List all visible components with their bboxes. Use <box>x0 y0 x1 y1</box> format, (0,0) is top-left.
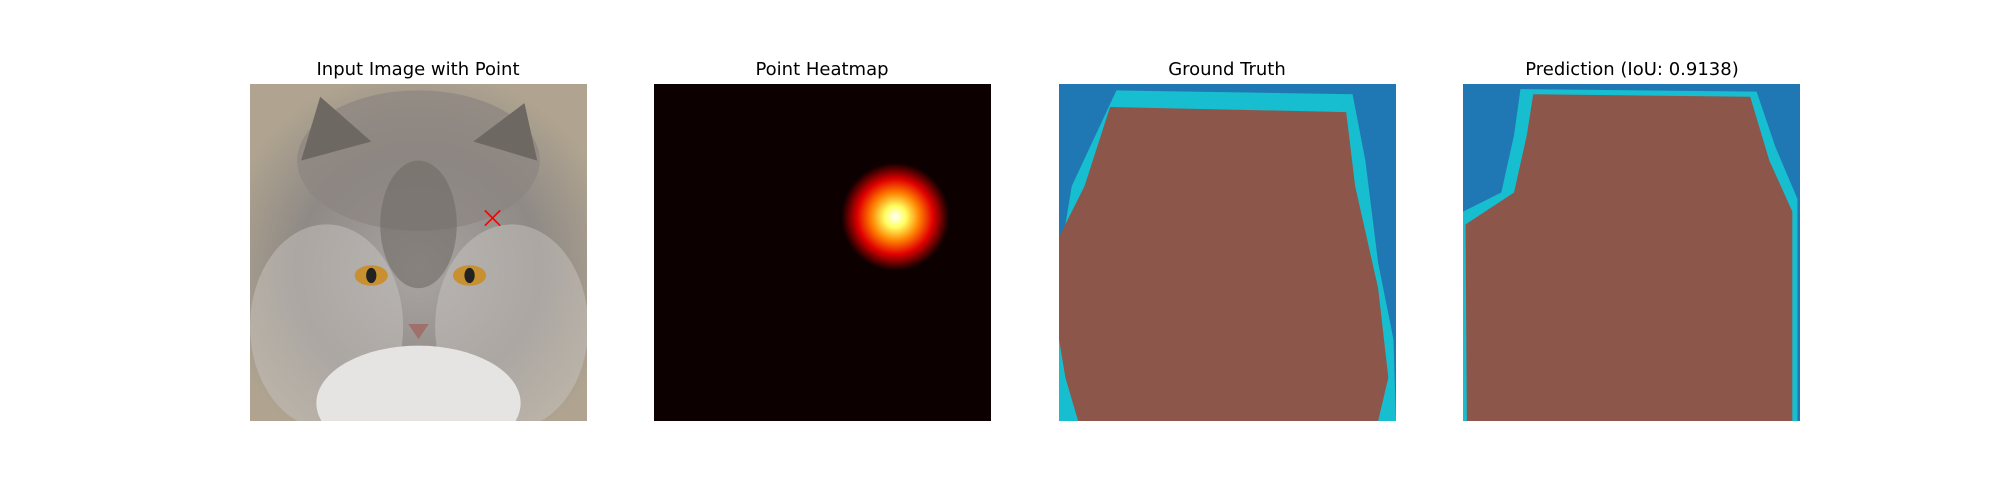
prediction-mask <box>1463 84 1800 421</box>
panel-title: Prediction (IoU: 0.9138) <box>1525 59 1738 80</box>
heatmap-image <box>654 84 991 421</box>
panel-title: Ground Truth <box>1168 59 1286 80</box>
ground-truth-mask <box>1059 84 1396 421</box>
panel-title: Input Image with Point <box>316 59 519 80</box>
input-image <box>250 84 587 421</box>
panel-title: Point Heatmap <box>755 59 888 80</box>
